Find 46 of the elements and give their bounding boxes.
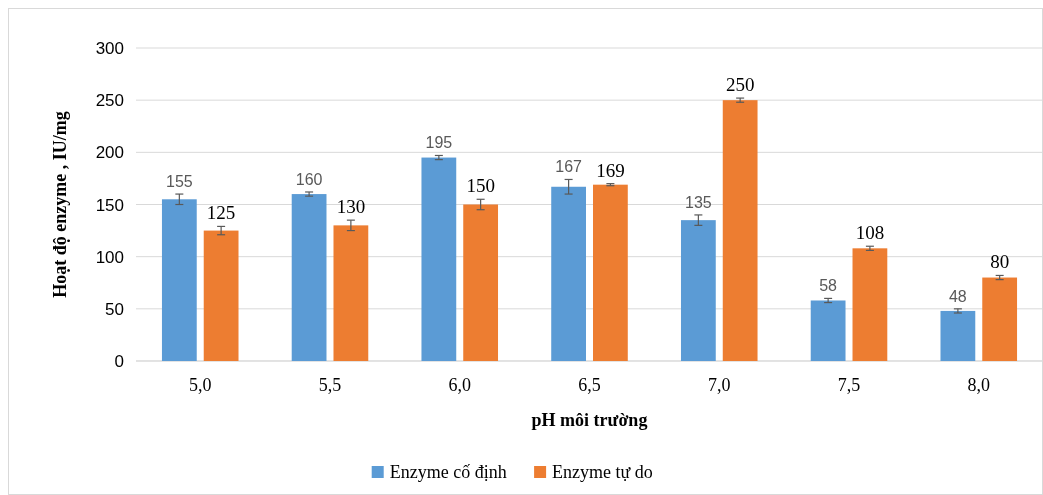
bar [722,100,758,361]
x-tick-label: 6,0 [448,375,471,395]
x-tick-label: 6,5 [578,375,601,395]
bar [333,225,369,361]
data-label: 250 [725,74,755,96]
data-label: 130 [336,196,366,218]
data-label: 108 [855,222,885,244]
bar [463,204,499,361]
bar [421,157,457,361]
data-label: 58 [819,277,838,295]
data-label: 167 [555,158,583,176]
data-label: 155 [165,173,193,191]
data-label: 48 [948,287,967,305]
legend-label: Enzyme cố định [389,462,507,482]
data-label: 125 [206,202,236,224]
y-tick-label: 50 [105,299,124,319]
y-tick-label: 100 [95,247,124,267]
bar [593,184,628,361]
x-tick-label: 5,0 [188,375,212,395]
bar [680,220,716,361]
bar [291,194,327,361]
y-axis-title: Hoạt độ enzyme , IU/mg [50,111,70,298]
x-tick-label: 7,0 [708,375,731,395]
x-tick-label: 5,5 [318,375,342,395]
x-tick-label: 7,5 [837,375,861,395]
bar [161,199,197,361]
data-label: 80 [990,251,1010,273]
x-tick-label: 8,0 [967,375,991,395]
bar [852,248,888,361]
data-label: 160 [295,170,323,188]
y-tick-label: 0 [114,352,124,371]
bar [551,186,586,361]
data-label: 150 [466,175,495,197]
y-tick-label: 250 [95,91,124,111]
x-axis-title: pH môi trường [531,410,648,430]
bar [940,310,976,361]
data-label: 135 [685,193,712,211]
legend-label: Enzyme tự do [552,462,653,482]
y-tick-label: 300 [95,39,124,58]
bar [982,277,1018,361]
data-label: 169 [596,159,625,181]
y-tick-label: 150 [95,195,124,215]
bar [203,230,239,361]
data-label: 195 [425,134,453,152]
bar [810,300,846,361]
y-tick-label: 200 [95,143,124,163]
